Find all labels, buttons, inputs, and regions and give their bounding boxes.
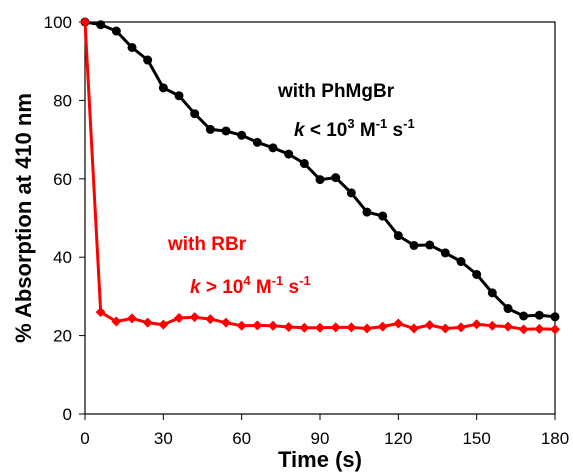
series-1-point bbox=[142, 317, 153, 328]
rate-exponent: 3 bbox=[347, 116, 354, 131]
series-0-point bbox=[487, 288, 497, 298]
rate-unit-s-exponent: -1 bbox=[403, 116, 415, 131]
series-1-point bbox=[330, 322, 341, 333]
series-0-point bbox=[111, 26, 121, 36]
series-1-point bbox=[127, 313, 137, 324]
rate-k-symbol: k bbox=[190, 277, 202, 298]
rate-unit-m: M bbox=[355, 120, 376, 141]
series-layer bbox=[80, 17, 560, 335]
y-tick-label: 100 bbox=[44, 13, 72, 32]
y-axis-label: % Absorption at 410 nm bbox=[11, 93, 36, 343]
series-1-point bbox=[95, 307, 106, 318]
series-0-point bbox=[143, 55, 153, 65]
y-tick-label: 40 bbox=[53, 248, 72, 267]
series-1-point bbox=[299, 322, 310, 333]
series-1-point bbox=[362, 323, 372, 334]
series-1-point bbox=[424, 320, 435, 331]
series-1-point bbox=[346, 322, 357, 333]
series-0-point bbox=[346, 188, 356, 198]
rate-unit-s: s bbox=[387, 120, 403, 141]
rate-k-symbol: k bbox=[294, 120, 306, 141]
y-tick-label: 20 bbox=[53, 327, 72, 346]
series-1-point bbox=[111, 316, 122, 327]
series-0-point bbox=[519, 311, 529, 321]
series-1-point bbox=[518, 324, 529, 335]
series-1-point bbox=[487, 320, 498, 331]
series-0-point bbox=[362, 207, 372, 217]
series-1-point bbox=[252, 320, 263, 331]
rate-relation: < 10 bbox=[305, 120, 348, 141]
series-0-point bbox=[268, 143, 278, 153]
series-1-point bbox=[236, 320, 247, 331]
series-0-point bbox=[425, 240, 435, 250]
series-0-point bbox=[174, 91, 184, 101]
rate-relation: > 10 bbox=[201, 277, 244, 298]
series-0-point bbox=[472, 269, 482, 279]
rate-unit-m-exponent: -1 bbox=[376, 116, 388, 131]
x-tick-label: 0 bbox=[80, 429, 89, 448]
series-0-point bbox=[331, 173, 341, 183]
annotation-phmgbr-label: with PhMgBr bbox=[277, 81, 395, 102]
rate-unit-m: M bbox=[251, 277, 272, 298]
y-tick-label: 60 bbox=[53, 170, 72, 189]
annotation-rbr-label: with RBr bbox=[167, 234, 247, 255]
y-tick-label: 0 bbox=[63, 405, 72, 424]
series-0-point bbox=[315, 175, 325, 185]
series-1-point bbox=[221, 317, 231, 328]
series-1-point bbox=[205, 314, 216, 325]
series-1-point bbox=[80, 17, 90, 27]
series-0-point bbox=[158, 83, 168, 93]
x-tick-label: 60 bbox=[232, 429, 251, 448]
x-tick-label: 30 bbox=[154, 429, 173, 448]
series-0-point bbox=[284, 149, 294, 159]
series-1-point bbox=[440, 323, 451, 334]
series-1-point bbox=[283, 321, 294, 332]
annotation-rbr-rate: k > 104 M-1 s-1 bbox=[190, 273, 311, 298]
series-0-point bbox=[299, 159, 309, 169]
series-1-point bbox=[315, 322, 325, 333]
series-1-point bbox=[393, 318, 404, 329]
series-0-point bbox=[550, 312, 560, 322]
x-tick-label: 150 bbox=[462, 429, 490, 448]
series-0-point bbox=[409, 240, 419, 250]
x-tick-label: 120 bbox=[384, 429, 412, 448]
series-0-point bbox=[237, 130, 247, 140]
rate-unit-s: s bbox=[283, 277, 299, 298]
series-1-point bbox=[268, 320, 278, 331]
rate-exponent: 4 bbox=[243, 273, 251, 288]
series-1-point bbox=[471, 319, 482, 330]
series-0-point bbox=[221, 126, 231, 136]
series-0-point bbox=[127, 42, 137, 52]
rate-unit-m-exponent: -1 bbox=[272, 273, 284, 288]
series-0-point bbox=[378, 211, 388, 221]
series-1-point bbox=[534, 323, 545, 334]
rate-unit-s-exponent: -1 bbox=[299, 273, 311, 288]
series-0-point bbox=[456, 257, 466, 267]
annotation-phmgbr-rate: k < 103 M-1 s-1 bbox=[294, 116, 415, 141]
series-0-point bbox=[503, 304, 513, 314]
series-0-point bbox=[440, 248, 450, 258]
series-1-point bbox=[409, 323, 419, 334]
series-0-line bbox=[84, 20, 556, 319]
series-1-point bbox=[158, 319, 169, 330]
series-1-point bbox=[456, 322, 466, 333]
y-tick-label: 80 bbox=[53, 91, 72, 110]
series-1-point bbox=[189, 312, 200, 323]
x-tick-label: 180 bbox=[541, 429, 569, 448]
x-tick-label: 90 bbox=[311, 429, 330, 448]
x-axis: 0 30 60 90 120 150 180 bbox=[80, 414, 569, 448]
y-axis: 0 20 40 60 80 100 bbox=[44, 13, 85, 424]
series-1-point bbox=[174, 312, 184, 323]
series-1-point bbox=[377, 321, 388, 332]
series-1-point bbox=[550, 324, 560, 335]
series-0-point bbox=[190, 109, 200, 119]
series-1-point bbox=[503, 321, 513, 332]
series-0-point bbox=[534, 310, 544, 320]
series-0-point bbox=[96, 20, 106, 30]
series-0-point bbox=[393, 231, 403, 241]
x-axis-label: Time (s) bbox=[278, 447, 362, 472]
series-0-point bbox=[252, 137, 262, 147]
series-0-point bbox=[205, 124, 215, 134]
